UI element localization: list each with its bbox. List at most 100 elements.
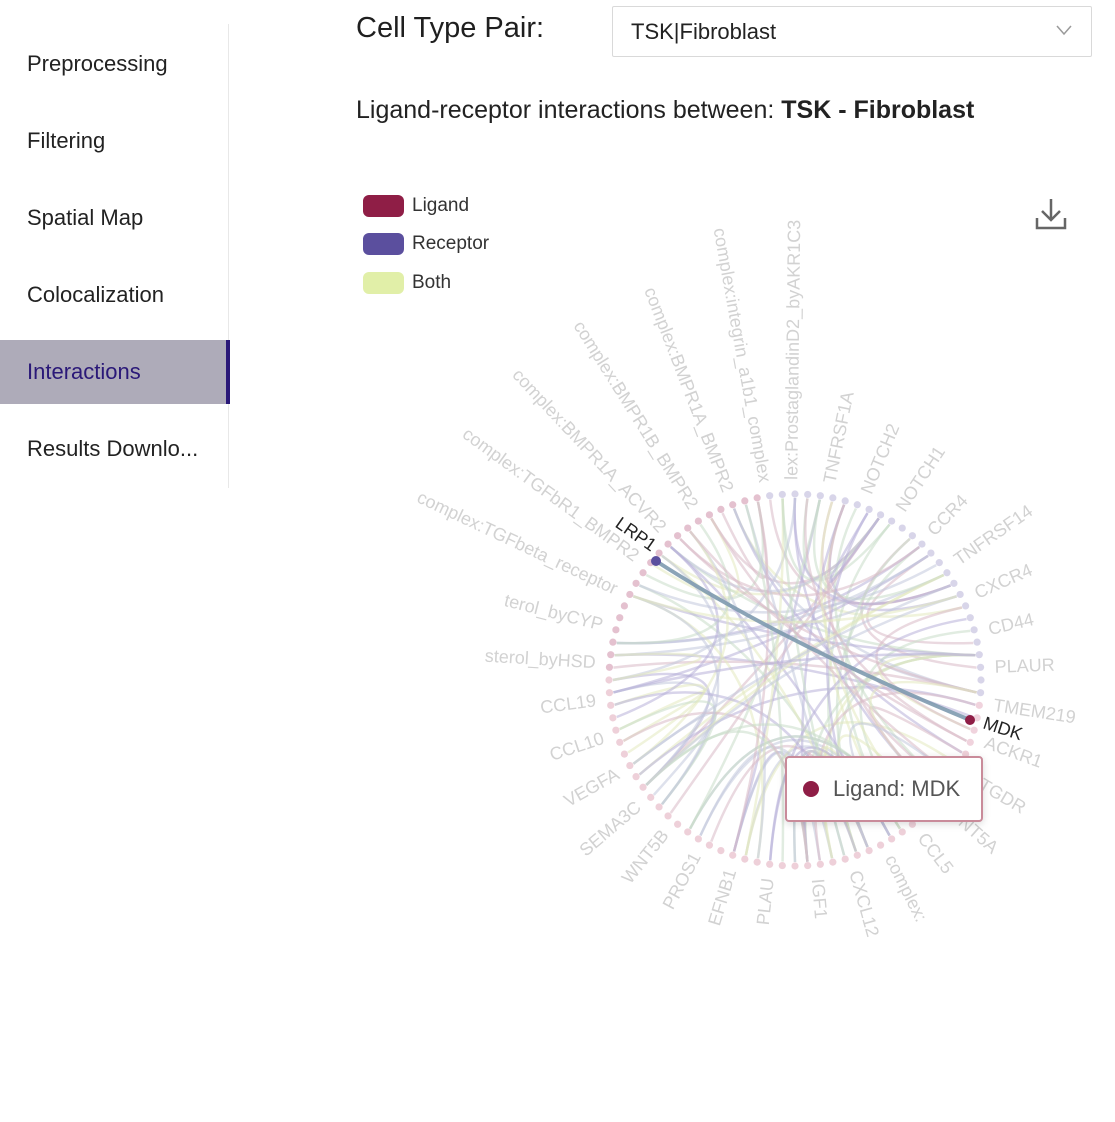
ligand-node-mdk [965, 715, 975, 725]
sidebar-nav: Preprocessing Filtering Spatial Map Colocal… [0, 24, 230, 488]
legend-label-both: Both [412, 272, 452, 293]
faded-gene-label: WNT5B [618, 826, 673, 888]
cell-type-pair-select[interactable]: TSK|Fibroblast [612, 6, 1092, 57]
sidebar-item-interactions[interactable]: Interactions [0, 340, 230, 404]
gene-node [853, 501, 861, 509]
faded-chord [875, 606, 971, 731]
chord-tooltip: Ligand: MDK [785, 756, 983, 822]
gene-node [976, 689, 985, 697]
gene-node [620, 750, 628, 758]
gene-node [674, 532, 682, 540]
gene-node [918, 540, 926, 548]
faded-gene-label: IGF1 [808, 878, 831, 920]
sidebar-item-label: Results Downlo... [27, 436, 199, 461]
legend-label-receptor: Receptor [412, 233, 490, 254]
gene-node [927, 549, 935, 557]
faded-chord [645, 595, 957, 786]
gene-node [791, 862, 799, 870]
legend-label-ligand: Ligand [412, 195, 470, 216]
gene-node [639, 569, 647, 577]
faded-chord [793, 497, 951, 606]
sidebar-item-results-download[interactable]: Results Downlo... [0, 417, 228, 481]
sidebar-item-spatial-map[interactable]: Spatial Map [0, 186, 228, 250]
legend-receptor: Receptor [363, 232, 489, 256]
gene-node [609, 714, 617, 722]
gene-node [616, 738, 624, 746]
gene-node [632, 773, 640, 781]
faded-chord [653, 517, 740, 599]
sidebar-item-preprocessing[interactable]: Preprocessing [0, 32, 228, 96]
gene-node [612, 726, 620, 734]
faded-gene-label: PLAU [753, 877, 778, 926]
faded-gene-label: CXCR4 [971, 560, 1035, 603]
cell-type-pair-label: Cell Type Pair: [356, 12, 545, 44]
gene-node [898, 524, 906, 532]
gene-node [647, 793, 655, 801]
faded-chord [828, 512, 880, 584]
gene-node [853, 851, 861, 859]
gene-node [753, 858, 761, 866]
gene-node [956, 590, 964, 599]
gene-node [829, 858, 837, 866]
gene-node [605, 689, 614, 697]
gene-node [664, 812, 672, 820]
legend-both: Both [363, 271, 451, 295]
legend-swatch-both [363, 272, 404, 294]
faded-chord [614, 683, 706, 754]
download-icon[interactable] [1034, 196, 1068, 232]
gene-node [876, 511, 885, 519]
gene-node [888, 835, 896, 843]
gene-node [741, 855, 749, 863]
faded-chord [768, 617, 967, 861]
gene-node [829, 494, 837, 502]
faded-gene-label: sterol_byHSD [484, 646, 596, 674]
gene-node [962, 750, 970, 758]
gene-node [966, 738, 974, 746]
sidebar-item-label: Colocalization [27, 282, 164, 307]
gene-node [753, 494, 761, 502]
faded-gene-label: CCR4 [923, 491, 972, 540]
gene-node [626, 761, 634, 770]
legend-swatch-ligand [363, 195, 404, 217]
gene-node [741, 497, 749, 505]
interactions-heading: Ligand-receptor interactions between: TS… [356, 96, 974, 125]
sidebar-item-label: Preprocessing [27, 51, 168, 76]
gene-node [729, 501, 737, 509]
gene-node [655, 549, 663, 557]
gene-node [778, 861, 786, 870]
gene-node [694, 835, 702, 843]
gene-node [865, 847, 873, 855]
faded-gene-label: PROS1 [659, 849, 705, 912]
gene-node [950, 579, 958, 587]
sidebar-item-filtering[interactable]: Filtering [0, 109, 228, 173]
gene-node [626, 590, 634, 599]
faded-chord [632, 530, 729, 765]
faded-gene-label: complex: [881, 852, 931, 925]
heading-cell-pair: TSK - Fibroblast [781, 96, 975, 124]
gene-node [705, 511, 714, 519]
gene-node [908, 820, 916, 828]
gene-node [609, 638, 617, 646]
gene-node [778, 490, 786, 499]
gene-node [973, 638, 981, 646]
gene-node [908, 532, 916, 540]
faded-gene-label: CXCL12 [845, 868, 883, 939]
faded-gene-label: NOTCH1 [892, 442, 949, 515]
gene-node [664, 540, 672, 548]
faded-gene-label: CCL19 [539, 690, 597, 717]
faded-gene-label: NOTCH2 [857, 421, 904, 497]
gene-node [816, 492, 824, 500]
gene-node [970, 726, 978, 734]
tooltip-ligand-dot [803, 781, 819, 797]
gene-node [865, 505, 873, 513]
highlight-chord [654, 559, 971, 722]
faded-gene-label: EFNB1 [704, 867, 740, 928]
gene-node [717, 505, 725, 513]
faded-gene-label: CCL5 [914, 829, 958, 878]
gene-node [973, 714, 981, 722]
sidebar-item-label: Spatial Map [27, 205, 144, 230]
gene-node [977, 676, 985, 684]
gene-node [975, 651, 983, 659]
sidebar-item-colocalization[interactable]: Colocalization [0, 263, 228, 327]
